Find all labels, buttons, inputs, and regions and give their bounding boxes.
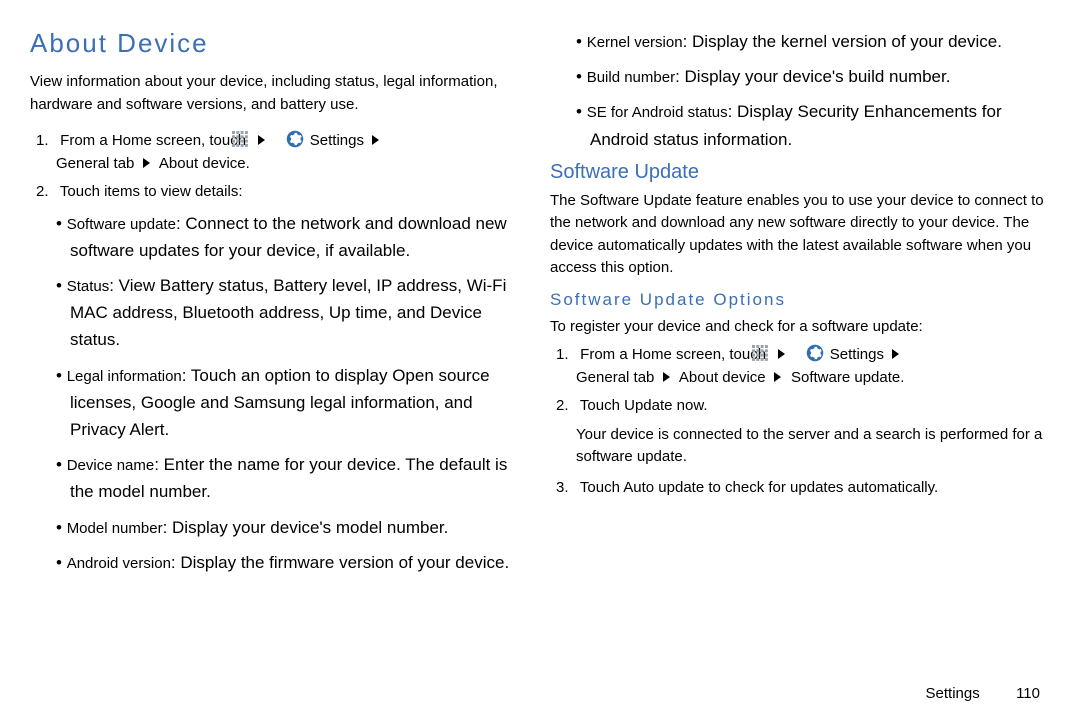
gear-icon bbox=[806, 344, 824, 362]
arrow-icon bbox=[778, 349, 785, 359]
detail-bullet: Kernel version: Display the kernel versi… bbox=[590, 28, 1050, 55]
tab-label: tab bbox=[114, 155, 135, 172]
detail-bullet: SE for Android status: Display Security … bbox=[590, 98, 1050, 152]
s2-note: Your device is connected to the server a… bbox=[576, 424, 1050, 469]
about-device-intro: View information about your device, incl… bbox=[30, 71, 530, 116]
detail-bullet: Status: View Battery status, Battery lev… bbox=[70, 272, 530, 354]
step-2: 2. Touch items to view details: bbox=[56, 181, 530, 204]
detail-bullet: Model number: Display your device's mode… bbox=[70, 514, 530, 541]
bullet-term: Status bbox=[67, 278, 110, 295]
opt-step-3: 3. Touch Auto update to check for update… bbox=[576, 477, 1050, 500]
detail-bullet: Android version: Display the firmware ve… bbox=[70, 549, 530, 576]
s2a: Touch bbox=[580, 397, 624, 414]
bullet-term: Model number bbox=[67, 520, 163, 537]
software-update-options-heading: Software Update Options bbox=[550, 290, 1050, 310]
step1-pre: From a Home screen, touch bbox=[60, 132, 246, 149]
bullet-term: Build number bbox=[587, 69, 675, 86]
auto-update-label: Auto update bbox=[623, 479, 704, 496]
about-device-label: About device bbox=[679, 369, 766, 386]
software-update-heading: Software Update bbox=[550, 161, 1050, 184]
arrow-icon bbox=[143, 158, 150, 168]
footer-section: Settings bbox=[926, 685, 980, 702]
general-label: General bbox=[56, 155, 109, 172]
opt1-pre: From a Home screen, touch bbox=[580, 346, 766, 363]
gear-icon bbox=[286, 130, 304, 148]
bullet-term: Device name bbox=[67, 457, 155, 474]
bullet-desc: : Display the firmware version of your d… bbox=[171, 553, 509, 572]
detail-bullet: Build number: Display your device's buil… bbox=[590, 63, 1050, 90]
s3c: to check for updates automatically. bbox=[704, 479, 938, 496]
bullet-desc: : View Battery status, Battery level, IP… bbox=[70, 276, 506, 349]
general-label: General bbox=[576, 369, 629, 386]
software-update-label: Software update bbox=[791, 369, 900, 386]
apps-icon bbox=[232, 131, 248, 147]
detail-bullet: Device name: Enter the name for your dev… bbox=[70, 451, 530, 505]
update-now-label: Update now bbox=[624, 397, 703, 414]
bullet-term: Kernel version bbox=[587, 34, 683, 51]
tab-label: tab bbox=[634, 369, 655, 386]
about-device-heading: About Device bbox=[30, 28, 530, 59]
step2-text: Touch items to view details: bbox=[60, 183, 243, 200]
settings-label: Settings bbox=[830, 346, 884, 363]
arrow-icon bbox=[892, 349, 899, 359]
opt-step-2: 2. Touch Update now. bbox=[576, 395, 1050, 418]
step-1: 1. From a Home screen, touch bbox=[56, 130, 530, 175]
about-device-label: About device bbox=[159, 155, 246, 172]
settings-label: Settings bbox=[310, 132, 364, 149]
register-text: To register your device and check for a … bbox=[550, 316, 1050, 339]
bullet-term: SE for Android status bbox=[587, 104, 728, 121]
arrow-icon bbox=[258, 135, 265, 145]
bullet-term: Software update bbox=[67, 216, 176, 233]
bullet-term: Legal information bbox=[67, 368, 182, 385]
opt-step-1: 1. From a Home screen, touch bbox=[576, 344, 1050, 389]
bullet-desc: : Display your device's build number. bbox=[675, 67, 950, 86]
bullet-desc: : Display the kernel version of your dev… bbox=[683, 32, 1002, 51]
software-update-para: The Software Update feature enables you … bbox=[550, 190, 1050, 280]
apps-icon bbox=[752, 345, 768, 361]
bullet-term: Android version bbox=[67, 555, 171, 572]
arrow-icon bbox=[663, 372, 670, 382]
bullet-desc: : Display your device's model number. bbox=[163, 518, 449, 537]
detail-bullet: Legal information: Touch an option to di… bbox=[70, 362, 530, 444]
arrow-icon bbox=[774, 372, 781, 382]
detail-bullet: Software update: Connect to the network … bbox=[70, 210, 530, 264]
s3a: Touch bbox=[580, 479, 623, 496]
footer-page: 110 bbox=[1016, 685, 1040, 702]
page-footer: Settings 110 bbox=[926, 685, 1040, 702]
arrow-icon bbox=[372, 135, 379, 145]
